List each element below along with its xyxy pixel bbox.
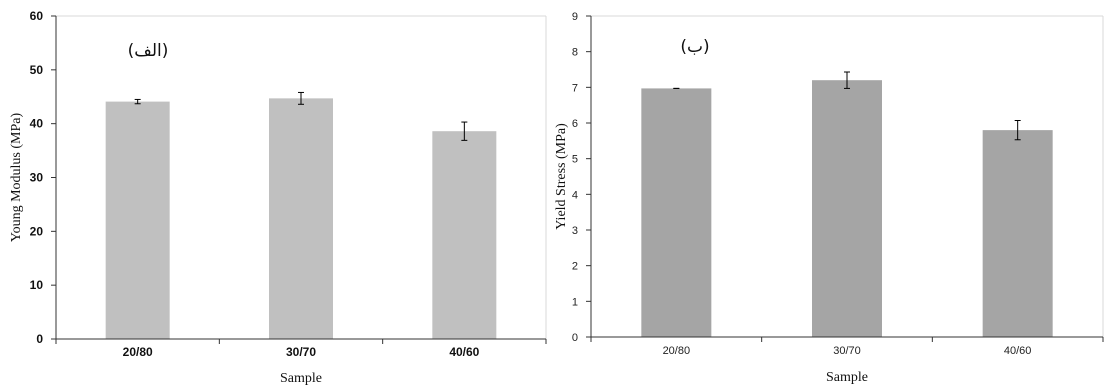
panel-label-box: [78, 35, 190, 97]
y-tick-label: 50: [30, 63, 44, 77]
y-tick-label: 60: [30, 9, 44, 23]
x-axis-title: Sample: [280, 371, 322, 385]
bar-20/80: [641, 88, 712, 337]
x-tick-label: 20/80: [663, 345, 691, 357]
error-bar-40/60: [1014, 120, 1021, 141]
y-axis-title: Young Modulus (MPa): [9, 113, 24, 243]
x-tick-label: 30/70: [286, 345, 316, 359]
y-tick-label: 30: [30, 171, 44, 185]
x-tick-label: 40/60: [449, 345, 479, 359]
panel-label-box: [633, 27, 733, 89]
y-tick-label: 8: [572, 47, 578, 59]
y-tick-label: 9: [572, 11, 578, 23]
y-tick-label: 2: [572, 261, 578, 273]
x-tick-label: 20/80: [123, 345, 153, 359]
bar-30/70: [812, 80, 882, 337]
y-tick-label: 5: [572, 154, 578, 166]
x-tick-label: 40/60: [1004, 345, 1032, 357]
x-tick-label: 30/70: [833, 345, 861, 357]
x-axis-title: Sample: [826, 370, 868, 385]
y-tick-label: 20: [30, 224, 44, 238]
y-tick-label: 10: [30, 278, 44, 292]
chart-panel-2: (ب) 20/80 30/70 40/60 0 1 2 3 4 5 6 7 8 9 Sample Yield …: [554, 11, 1104, 385]
y-tick-label: 4: [572, 189, 578, 201]
y-tick-label: 6: [572, 118, 578, 130]
bar-30/70: [269, 98, 333, 340]
panel-label: (الف): [128, 41, 169, 61]
y-tick-label: 40: [30, 117, 44, 131]
panel-label: (ب): [680, 37, 709, 57]
y-axis-title: Yield Stress (MPa): [554, 123, 569, 230]
error-bar-20/80: [134, 98, 141, 105]
y-tick-label: 3: [572, 225, 578, 237]
chart-panel-1: (الف) 20/80 30/70 40/60 0 10 20 30 40 50 60 Sample Y…: [9, 9, 547, 385]
y-tick-label: 0: [572, 332, 578, 344]
error-bar-30/70: [844, 71, 850, 89]
y-tick-label: 1: [572, 296, 578, 308]
error-bar-40/60: [461, 121, 468, 141]
y-tick-label: 7: [572, 82, 578, 94]
y-tick-label: 0: [36, 332, 43, 346]
error-bar-30/70: [298, 91, 304, 105]
bar-20/80: [105, 101, 170, 339]
bar-40/60: [432, 131, 497, 339]
bar-40/60: [982, 130, 1053, 337]
